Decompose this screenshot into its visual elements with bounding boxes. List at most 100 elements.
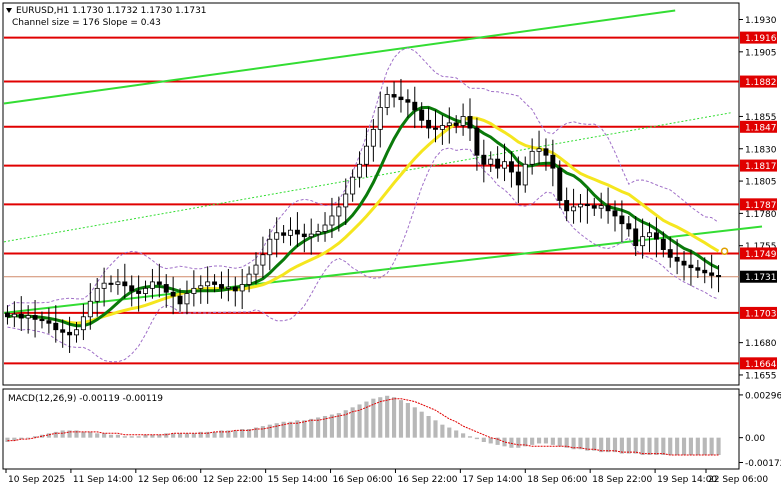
macd-bar-80 <box>557 437 562 447</box>
candle-body-33 <box>232 286 238 292</box>
macd-bar-92 <box>640 437 645 455</box>
candle-body-32 <box>225 286 231 289</box>
macd-bar-7 <box>53 431 58 438</box>
macd-bar-34 <box>240 429 245 438</box>
macd-bar-70 <box>488 437 493 444</box>
candle-body-103 <box>716 275 722 278</box>
candle-body-62 <box>433 127 438 130</box>
candle-body-99 <box>688 264 694 269</box>
level-label-1: 1.1882 <box>745 78 777 88</box>
macd-bar-89 <box>619 437 624 454</box>
macd-bar-78 <box>543 437 549 444</box>
level-label-0: 1.1916 <box>745 34 777 44</box>
bollinger-upper-band <box>7 47 719 307</box>
macd-bar-16 <box>115 434 120 438</box>
candle-body-101 <box>702 269 708 274</box>
candle-body-72 <box>502 161 508 169</box>
collapse-arrow-icon[interactable] <box>6 8 12 13</box>
macd-bar-75 <box>523 437 528 447</box>
macd-bar-2 <box>19 437 24 440</box>
level-label-2: 1.1847 <box>745 123 777 133</box>
macd-bar-30 <box>212 431 217 438</box>
macd-bar-56 <box>391 397 397 438</box>
level-label-bg-3 <box>740 159 777 172</box>
candle-body-74 <box>515 171 521 186</box>
macd-bar-72 <box>502 437 507 447</box>
macd-bar-59 <box>412 407 417 438</box>
macd-bar-40 <box>281 421 286 438</box>
candle-body-2 <box>18 313 24 319</box>
candle-body-0 <box>4 312 10 318</box>
macd-bar-23 <box>164 433 169 438</box>
macd-bar-67 <box>467 436 473 438</box>
macd-panel[interactable] <box>2 388 740 470</box>
candle-body-6 <box>46 320 52 324</box>
candle-body-68 <box>474 127 480 156</box>
candle-body-42 <box>294 229 300 235</box>
macd-bar-68 <box>474 437 479 440</box>
macd-bar-33 <box>233 430 238 438</box>
candle-body-43 <box>301 233 307 238</box>
price-panel[interactable] <box>2 2 740 386</box>
macd-bar-17 <box>122 436 127 438</box>
macd-bar-81 <box>564 437 569 448</box>
level-label-4: 1.1787 <box>745 201 777 211</box>
macd-bar-4 <box>32 436 38 438</box>
macd-bar-51 <box>357 404 362 438</box>
macd-bar-57 <box>398 400 404 438</box>
macd-bar-29 <box>205 431 210 438</box>
candle-body-56 <box>391 94 397 98</box>
current-price-label: 1.1731 <box>745 273 777 283</box>
level-label-6: 1.1703 <box>745 309 777 319</box>
macd-bar-79 <box>550 437 555 445</box>
macd-bar-46 <box>322 416 328 438</box>
candle-body-46 <box>322 224 328 232</box>
macd-bar-35 <box>247 429 252 438</box>
candle-body-22 <box>156 281 162 285</box>
candle-body-98 <box>681 260 687 266</box>
candle-body-38 <box>267 238 273 256</box>
macd-tick-label-1: 0.00 <box>745 434 765 444</box>
macd-bar-54 <box>378 397 383 438</box>
candle-body-30 <box>212 281 218 285</box>
macd-bar-48 <box>336 413 341 438</box>
macd-bar-69 <box>481 437 486 442</box>
macd-bar-49 <box>343 410 348 438</box>
candle-body-9 <box>67 331 73 336</box>
candle-body-76 <box>529 150 535 165</box>
macd-bar-10 <box>74 430 79 438</box>
time-label-9: 18 Sep 22:00 <box>592 475 652 485</box>
macd-tick-label-2: -0.00172 <box>745 459 781 469</box>
time-label-3: 12 Sep 22:00 <box>203 475 263 485</box>
time-label-5: 16 Sep 06:00 <box>333 475 393 485</box>
candle-body-41 <box>288 229 293 236</box>
candle-body-88 <box>612 210 618 217</box>
candle-body-18 <box>129 285 135 292</box>
macd-bar-27 <box>191 433 196 438</box>
ma-slow-line <box>7 116 720 325</box>
price-tick-label-2: 1.1855 <box>745 113 777 123</box>
candle-body-69 <box>481 154 487 165</box>
macd-bar-98 <box>681 437 687 455</box>
macd-bar-20 <box>143 434 148 438</box>
macd-bar-37 <box>260 426 265 438</box>
candle-body-3 <box>25 315 31 319</box>
candle-body-57 <box>398 96 404 101</box>
macd-bar-86 <box>599 437 604 453</box>
macd-bar-77 <box>536 437 542 444</box>
macd-bar-44 <box>309 418 314 438</box>
candle-body-63 <box>439 125 445 130</box>
candle-body-50 <box>350 176 356 195</box>
time-label-2: 12 Sep 06:00 <box>138 475 198 485</box>
candle-body-14 <box>101 282 107 289</box>
level-label-bg-0 <box>740 31 777 44</box>
macd-bar-60 <box>419 411 424 438</box>
macd-bar-91 <box>633 437 638 454</box>
candle-body-93 <box>647 232 652 238</box>
candle-body-4 <box>32 315 38 320</box>
macd-bar-85 <box>592 437 597 451</box>
macd-bar-97 <box>675 437 680 455</box>
macd-bar-14 <box>102 433 107 438</box>
candle-body-75 <box>522 163 528 186</box>
